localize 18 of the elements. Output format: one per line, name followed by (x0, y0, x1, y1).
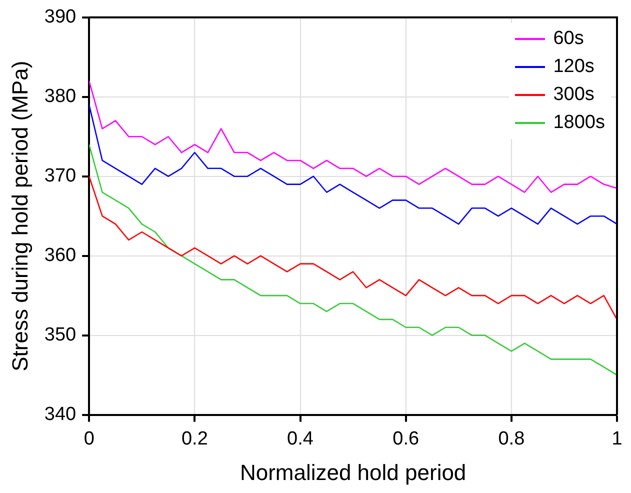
y-tick-label: 340 (44, 404, 76, 426)
y-tick-label: 380 (44, 86, 76, 108)
x-axis-title: Normalized hold period (240, 460, 466, 485)
legend-label: 1800s (553, 111, 605, 136)
y-axis-title: Stress during hold period (MPa) (7, 60, 32, 372)
x-tick-label: 0.4 (287, 428, 314, 450)
x-tick-label: 0.2 (181, 428, 208, 450)
legend-label: 60s (553, 27, 584, 52)
x-tick-label: 0.6 (392, 428, 420, 450)
x-tick-label: 0 (84, 428, 94, 450)
legend-label: 120s (553, 55, 594, 80)
y-tick-label: 350 (44, 324, 76, 346)
x-tick-label: 0.8 (498, 428, 525, 450)
legend-label: 300s (553, 83, 594, 108)
y-tick-label: 360 (44, 245, 76, 266)
y-tick-label: 390 (44, 6, 76, 28)
x-tick-label: 1 (612, 428, 622, 450)
y-tick-label: 370 (44, 166, 76, 187)
